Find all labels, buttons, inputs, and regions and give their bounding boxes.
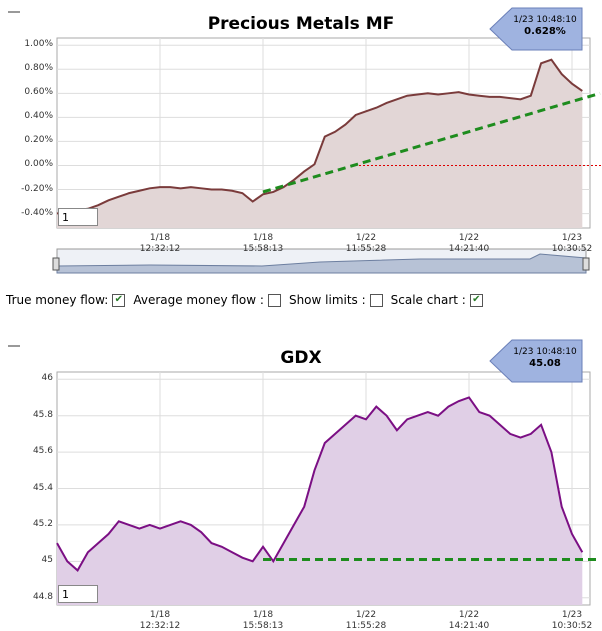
annotation-box [489,339,583,383]
x-tick-label: 1/18 15:58:13 [242,610,284,631]
x-tick-label: 1/22 11:55:28 [345,610,387,631]
x-tick-label: 1/22 14:21:40 [448,233,490,254]
y-tick-label: -0.20% [21,183,53,194]
x-tick-label: 1/23 10:30:52 [551,610,593,631]
annotation-time: 1/23 10:48:10 [513,15,577,25]
y-tick-label: 45.2 [32,518,53,529]
y-tick-label: 45 [41,555,53,566]
y-tick-label: 45.4 [32,482,53,493]
checkbox[interactable]: ✔ [112,293,126,307]
y-tick-label: 0.00% [24,159,53,170]
navigator-handle[interactable] [52,257,60,271]
x-tick-label: 1/22 14:21:40 [448,610,490,631]
y-tick-label: 0.20% [24,135,53,146]
checkbox[interactable] [267,293,281,307]
navigator-handle[interactable] [582,257,590,271]
line [56,396,584,572]
y-tick-label: 1.00% [24,39,53,50]
x-tick-label: 1/18 12:32:12 [139,233,181,254]
y-tick-label: 0.60% [24,87,53,98]
y-tick-label: 45.8 [32,409,53,420]
trend-line [262,91,601,194]
control-label: Show limits : [288,293,366,307]
navigator-area [56,253,587,274]
chart-title: Precious Metals MF [207,14,395,34]
annotation-value: 0.628% [524,26,566,37]
annotation-box [489,7,583,51]
y-tick-label: 0.80% [24,63,53,74]
annotation-time: 1/23 10:48:10 [513,347,577,357]
checkbox[interactable]: ✔ [469,293,483,307]
control-label: True money flow: [6,293,109,307]
y-tick-label: 0.40% [24,111,53,122]
area [57,397,583,605]
y-tick-label: 45.6 [32,446,53,457]
checkbox[interactable] [369,293,383,307]
line [56,58,583,215]
y-tick-label: 44.8 [32,591,53,602]
control-label: Scale chart : [390,293,466,307]
y-tick-label: 46 [41,373,53,384]
control-label: Average money flow : [133,293,264,307]
x-tick-label: 1/22 11:55:28 [345,233,387,254]
zoom-input[interactable]: 1 [58,585,98,603]
x-tick-label: 1/23 10:30:52 [551,233,593,254]
zoom-input[interactable]: 1 [58,208,98,226]
area [57,59,583,228]
y-tick-label: -0.40% [21,207,53,218]
annotation-value: 45.08 [529,358,561,369]
controls: True money flow: ✔ Average money flow : Sho… [6,293,487,307]
x-tick-label: 1/18 15:58:13 [242,233,284,254]
x-tick-label: 1/18 12:32:12 [139,610,181,631]
chart-title: GDX [280,348,322,368]
